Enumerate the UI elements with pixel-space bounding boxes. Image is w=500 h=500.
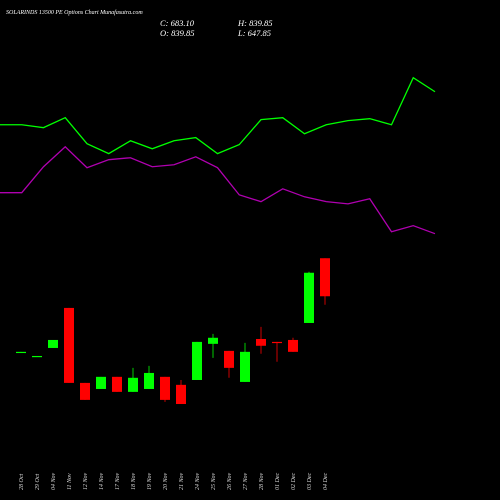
x-tick-label: 01 Dec	[275, 473, 281, 490]
x-tick-label: 28 Oct	[19, 474, 25, 490]
x-tick-label: 14 Nov	[98, 472, 105, 490]
open-label: O: 839.85	[160, 28, 194, 38]
candle-body	[288, 339, 298, 352]
indicator-line	[0, 76, 436, 155]
x-tick-label: 26 Nov	[227, 472, 233, 490]
chart-title: SOLARINDS 13500 PE Options Chart Munafas…	[6, 9, 143, 16]
close-label: C: 683.10	[160, 18, 195, 28]
low-label: L: 647.85	[237, 28, 271, 38]
x-tick-label: 03 Dec	[307, 473, 313, 490]
x-tick-label: 04 Nov	[50, 472, 57, 490]
candle-body	[176, 384, 186, 405]
candle-body	[320, 258, 330, 297]
x-tick-label: 18 Nov	[131, 472, 137, 490]
indicator-line	[0, 145, 436, 235]
x-tick-label: 11 Nov	[67, 473, 73, 490]
candle-body	[208, 337, 218, 344]
candle-body	[80, 382, 90, 400]
candle-body	[128, 377, 138, 392]
x-tick-label: 02 Dec	[291, 473, 297, 490]
candle-body	[16, 351, 26, 354]
x-tick-label: 12 Nov	[83, 472, 89, 490]
candle-body	[272, 341, 282, 344]
candle-body	[240, 351, 250, 382]
x-tick-label: 04 Dec	[322, 473, 329, 490]
candle-body	[160, 376, 170, 400]
x-tick-label: 24 Nov	[194, 472, 201, 490]
x-tick-label: 19 Nov	[147, 472, 153, 490]
candle-body	[256, 338, 266, 346]
candle-body	[144, 372, 154, 389]
candle-body	[224, 350, 234, 368]
candle-body	[64, 307, 74, 383]
high-label: H: 839.85	[237, 18, 272, 28]
candle-body	[48, 339, 58, 348]
candle-body	[112, 376, 122, 392]
x-tick-label: 29 Oct	[35, 474, 41, 490]
x-tick-label: 21 Nov	[179, 472, 185, 490]
candle-body	[32, 355, 42, 358]
x-tick-label: 28 Nov	[259, 472, 265, 490]
x-tick-label: 20 Nov	[163, 472, 169, 490]
x-tick-label: 25 Nov	[211, 472, 217, 490]
x-tick-label: 17 Nov	[115, 472, 121, 490]
candle-body	[304, 272, 314, 323]
candle-body	[192, 341, 202, 380]
x-tick-label: 27 Nov	[243, 472, 249, 490]
candle-body	[96, 376, 106, 389]
